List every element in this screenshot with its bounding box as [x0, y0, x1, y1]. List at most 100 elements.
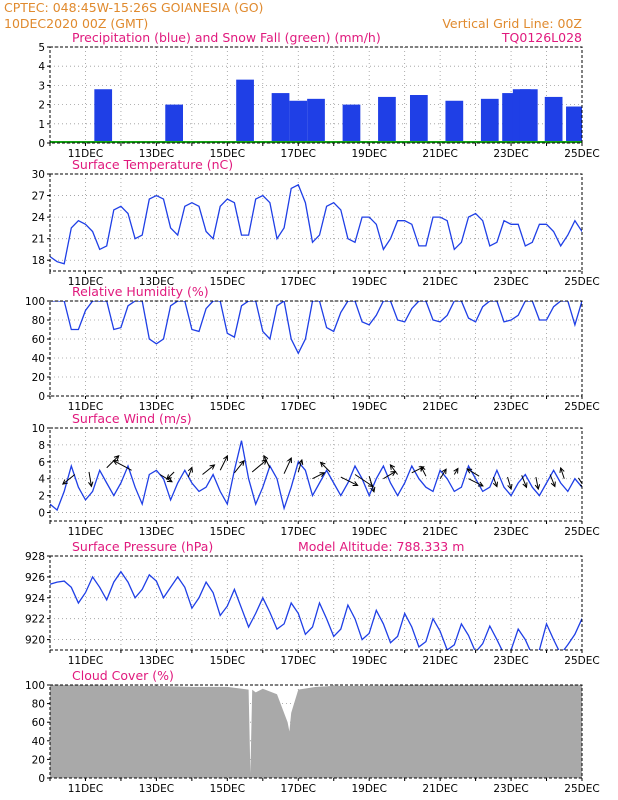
- panel-frame: [49, 46, 583, 144]
- y-tick-label: 922: [25, 614, 45, 626]
- x-tick-label: 15DEC: [210, 276, 245, 288]
- x-tick-label: 13DEC: [139, 783, 174, 795]
- x-tick-label: 11DEC: [68, 401, 103, 413]
- x-tick-label: 13DEC: [139, 526, 174, 538]
- header-source-location: CPTEC: 048:45W-15:26S GOIANESIA (GO): [4, 0, 263, 15]
- y-tick-label: 926: [25, 572, 45, 584]
- wind-vector: [202, 464, 215, 475]
- x-tick-label: 17DEC: [281, 401, 316, 413]
- wind-vector-head: [88, 481, 94, 488]
- x-tick-label: 11DEC: [68, 783, 103, 795]
- temp-line: [50, 183, 582, 265]
- panel-title: Relative Humidity (%): [72, 284, 209, 299]
- wind-vector-head: [319, 461, 326, 468]
- x-tick-label: 19DEC: [351, 526, 386, 538]
- precip-bar: [480, 98, 499, 143]
- wind-vector: [219, 455, 228, 471]
- y-tick-label: 1: [38, 119, 45, 131]
- panel-precip: 0 1 2 3 4 5 Precipitation (blue) and Snow Fall…: [38, 30, 599, 160]
- data-pressure: [50, 570, 582, 650]
- wind-vector: [62, 474, 76, 485]
- y-tick-label: 4: [38, 474, 45, 486]
- y-tick-label: 80: [32, 315, 45, 327]
- wind-vector-head: [550, 481, 556, 488]
- header-init-time: 10DEC2020 00Z (GMT): [4, 16, 148, 31]
- panel-title: Surface Temperature (nC): [72, 157, 233, 172]
- x-tick-label: 11DEC: [68, 526, 103, 538]
- wind-vector: [106, 455, 120, 469]
- y-tick-label: 6: [38, 457, 45, 469]
- precip-bar: [165, 104, 183, 143]
- x-tick-label: 19DEC: [351, 401, 386, 413]
- wind-vector-head: [352, 481, 359, 486]
- x-tick-label: 11DEC: [68, 276, 103, 288]
- header-grid-note: Vertical Grid Line: 00Z: [442, 16, 582, 31]
- wind-vector-head: [112, 460, 119, 466]
- y-tick-label: 60: [32, 717, 45, 729]
- wind-vector-head: [389, 464, 396, 470]
- x-tick-label: 23DEC: [493, 401, 528, 413]
- wind-vector-head: [534, 484, 541, 491]
- wind-vector-head: [298, 458, 304, 465]
- panel-wind: 0 2 4 6 8 10 11DEC 13DEC 15DEC 17DEC 19DEC 21DEC 23D…: [32, 411, 600, 538]
- precip-bar: [236, 79, 254, 143]
- y-tick-label: 0: [38, 773, 45, 785]
- panel-cloud: 0 20 40 60 80 100 11DEC 13DEC 15DEC 17DEC 19DEC 21D…: [25, 668, 600, 795]
- wind-vector-head: [492, 481, 498, 488]
- model-code: TQ0126L028: [501, 30, 582, 45]
- wind-vector-head: [166, 474, 172, 480]
- wind-vector: [383, 471, 396, 480]
- wind-vector-head: [319, 472, 326, 478]
- x-tick-label: 15DEC: [210, 783, 245, 795]
- wind-vector: [263, 455, 271, 468]
- x-tick-label: 15DEC: [210, 148, 245, 160]
- wind-vector-head: [559, 466, 565, 473]
- y-tick-label: 2: [38, 491, 45, 503]
- wind-vector: [468, 478, 484, 487]
- y-tick-label: 920: [25, 635, 45, 647]
- pressure-line: [50, 570, 582, 650]
- y-tick-label: 3: [38, 80, 45, 92]
- wind-vector: [560, 467, 565, 479]
- precip-bar: [289, 100, 308, 143]
- y-tick-label: 20: [32, 754, 45, 766]
- wind-vector: [283, 457, 292, 474]
- wind-vector: [578, 477, 582, 485]
- data-cloud: [50, 685, 582, 778]
- wind-vector-head: [477, 481, 484, 487]
- wind-vector-head: [370, 486, 376, 493]
- y-tick-label: 2: [38, 100, 45, 112]
- x-tick-label: 11DEC: [68, 148, 103, 160]
- y-tick-label: 5: [38, 42, 45, 54]
- x-tick-label: 21DEC: [422, 401, 457, 413]
- wind-vector: [389, 464, 398, 475]
- y-tick-label: 30: [32, 169, 45, 181]
- y-tick-label: 20: [32, 372, 45, 384]
- y-tick-label: 27: [32, 191, 45, 203]
- precip-bar: [378, 96, 396, 143]
- wind-line: [50, 440, 582, 512]
- panel-title: Surface Wind (m/s): [72, 411, 192, 426]
- wind-vector-head: [166, 477, 173, 483]
- x-tick-label: 19DEC: [351, 276, 386, 288]
- wind-vector: [420, 466, 427, 477]
- wind-vector: [368, 476, 375, 492]
- x-tick-label: 21DEC: [422, 655, 457, 667]
- wind-vector-head: [522, 482, 528, 489]
- x-tick-label: 21DEC: [422, 276, 457, 288]
- panel-frame: [49, 427, 583, 522]
- wind-vector: [439, 468, 447, 479]
- panel-frame: [49, 173, 583, 272]
- wind-vector: [320, 462, 331, 473]
- x-tick-label: 21DEC: [422, 783, 457, 795]
- precip-bar: [445, 100, 464, 143]
- panel-subtitle: Model Altitude: 788.333 m: [298, 539, 464, 554]
- y-tick-label: 8: [38, 440, 45, 452]
- x-tick-label: 19DEC: [351, 783, 386, 795]
- y-tick-label: 100: [25, 296, 45, 308]
- y-tick-label: 928: [25, 551, 45, 563]
- panel-pressure: 920 922 924 926 928 11DEC 13DEC 15DEC 17DEC 19DEC…: [25, 539, 600, 667]
- wind-vector: [549, 474, 556, 487]
- y-tick-label: 924: [25, 593, 45, 605]
